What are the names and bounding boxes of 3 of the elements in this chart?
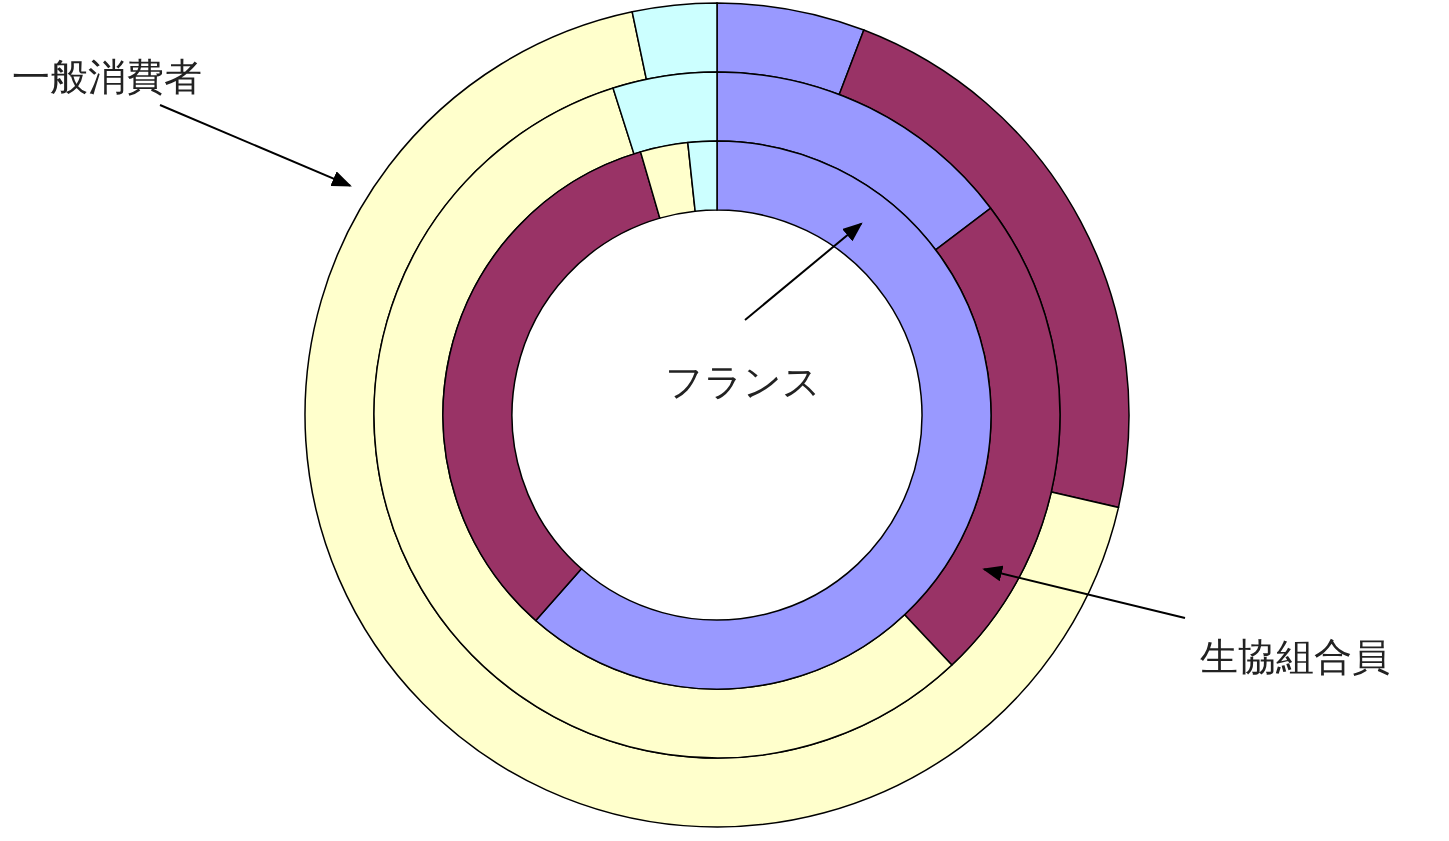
slice-label: フランス xyxy=(665,359,821,406)
slice-label: 一般消費者 xyxy=(12,54,202,101)
slice-label: 生協組合員 xyxy=(1200,634,1390,681)
